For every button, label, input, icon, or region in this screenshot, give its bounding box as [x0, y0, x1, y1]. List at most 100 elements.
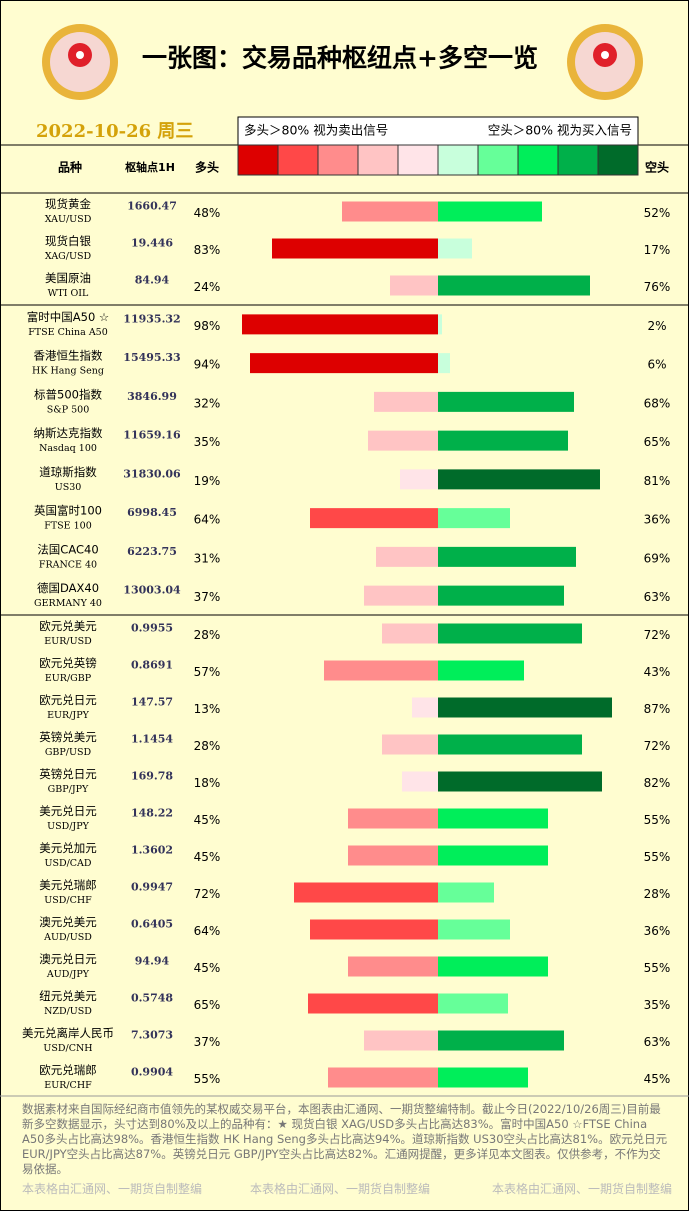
pivot: 147.57: [131, 696, 173, 709]
name: 美元兑日元: [39, 804, 97, 818]
long-bar: [342, 201, 438, 222]
footer-text: 数据素材来自国际经纪商市值领先的某权威交易平台，本图表由汇通网、一期货整编特制。…: [22, 1102, 668, 1176]
long-bar: [382, 623, 438, 644]
pivot: 31830.06: [123, 467, 181, 480]
short-bar: [438, 546, 576, 567]
pivot: 6998.45: [127, 506, 177, 519]
short-label: 28%: [644, 887, 671, 901]
name: 标普500指数: [34, 387, 102, 401]
name: 欧元兑瑞郎: [39, 1063, 97, 1077]
long-label: 72%: [194, 887, 221, 901]
code: GBP/JPY: [48, 784, 89, 795]
long-bar: [308, 993, 438, 1014]
long-label: 19%: [194, 474, 221, 488]
logo-right: [567, 24, 643, 100]
short-bar: [438, 508, 510, 529]
pivot: 1660.47: [127, 200, 177, 213]
long-label: 37%: [194, 1035, 221, 1049]
long-bar: [348, 956, 438, 977]
long-bar: [402, 771, 438, 792]
long-label: 64%: [194, 924, 221, 938]
short-bar: [438, 697, 612, 718]
code: EUR/JPY: [47, 710, 89, 721]
code: S&P 500: [47, 404, 90, 415]
col-name: 品种: [58, 160, 82, 175]
short-bar: [438, 353, 450, 374]
code: AUD/JPY: [46, 969, 90, 980]
name: 英镑兑美元: [39, 730, 97, 744]
short-label: 52%: [644, 206, 671, 220]
name: 道琼斯指数: [39, 465, 97, 479]
short-label: 43%: [644, 665, 671, 679]
short-bar: [438, 882, 494, 903]
short-label: 76%: [644, 280, 671, 294]
title: 一张图：交易品种枢纽点+多空一览: [142, 44, 538, 73]
short-bar: [438, 469, 600, 490]
long-bar: [250, 353, 438, 374]
short-bar: [438, 956, 548, 977]
code: USD/CNH: [43, 1043, 92, 1054]
short-bar: [438, 660, 524, 681]
code: US30: [55, 482, 82, 493]
long-label: 32%: [194, 396, 221, 410]
pivot: 0.9955: [131, 622, 173, 635]
pivot: 169.78: [131, 770, 173, 783]
long-bar: [348, 808, 438, 829]
code: USD/JPY: [47, 821, 90, 832]
name: 纽元兑美元: [39, 989, 97, 1003]
long-label: 55%: [194, 1072, 221, 1086]
long-label: 35%: [194, 435, 221, 449]
short-label: 63%: [644, 590, 671, 604]
long-bar: [376, 546, 438, 567]
code: FTSE China A50: [28, 327, 108, 338]
long-bar: [348, 845, 438, 866]
short-label: 45%: [644, 1072, 671, 1086]
watermark: 本表格由汇通网、一期货自制整编: [492, 1182, 673, 1196]
long-label: 48%: [194, 206, 221, 220]
name: 澳元兑日元: [39, 952, 97, 966]
long-bar: [400, 469, 438, 490]
pivot: 0.5748: [131, 992, 173, 1005]
name: 欧元兑日元: [39, 693, 97, 707]
short-bar: [438, 808, 548, 829]
pivot: 94.94: [135, 955, 170, 968]
logo-left: [42, 24, 118, 100]
short-label: 82%: [644, 776, 671, 790]
pivot: 1.3602: [131, 844, 173, 857]
code: USD/CHF: [44, 895, 92, 906]
name: 德国DAX40: [37, 581, 99, 595]
pivot: 11935.32: [123, 312, 180, 325]
pivot: 0.9947: [131, 881, 173, 894]
short-label: 69%: [644, 551, 671, 565]
long-bar: [374, 391, 438, 412]
short-label: 65%: [644, 435, 671, 449]
legend-long: 多头＞80% 视为卖出信号: [244, 123, 388, 138]
long-label: 45%: [194, 813, 221, 827]
short-bar: [438, 1030, 564, 1051]
watermark: 本表格由汇通网、一期货自制整编: [250, 1182, 431, 1196]
short-label: 55%: [644, 813, 671, 827]
short-bar: [438, 314, 442, 335]
short-label: 72%: [644, 739, 671, 753]
long-bar: [324, 660, 438, 681]
pivot: 19.446: [131, 237, 173, 250]
long-bar: [382, 734, 438, 755]
short-bar: [438, 845, 548, 866]
long-label: 45%: [194, 961, 221, 975]
name: 现货黄金: [45, 197, 91, 211]
legend-swatch: [357, 144, 399, 176]
short-bar: [438, 993, 508, 1014]
name: 欧元兑英镑: [39, 656, 97, 670]
long-label: 31%: [194, 551, 221, 565]
short-bar: [438, 201, 542, 222]
pivot: 148.22: [131, 807, 173, 820]
short-bar: [438, 430, 568, 451]
legend-swatch: [557, 144, 599, 176]
name: 法国CAC40: [37, 542, 98, 556]
name: 纳斯达克指数: [34, 426, 103, 440]
long-label: 37%: [194, 590, 221, 604]
short-label: 36%: [644, 924, 671, 938]
code: XAU/USD: [45, 214, 92, 225]
